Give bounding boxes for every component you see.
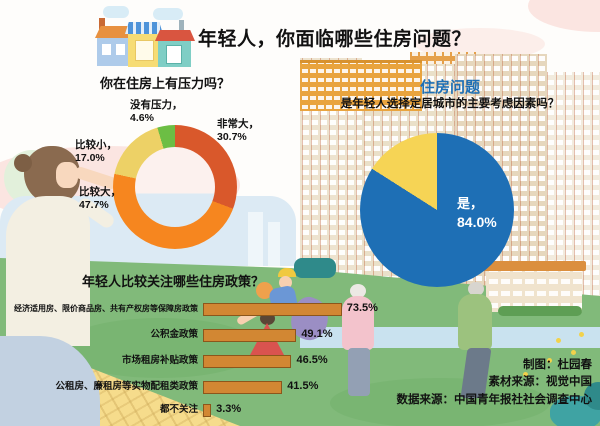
orange-building [300, 60, 422, 111]
policy-chart-title: 年轻人比较关注哪些住房政策？ [82, 274, 265, 289]
city-pie [360, 133, 514, 287]
bar-value-label: 73.5% [346, 302, 378, 314]
grass-patch [60, 318, 260, 378]
city-chart-title: 住房问题 [419, 79, 480, 96]
woman-illustration [0, 146, 119, 426]
credit-material-source: 素材来源：视觉中国 [488, 376, 593, 389]
bar-value-label: 46.5% [296, 354, 328, 366]
skyline-building [268, 222, 280, 266]
bar [203, 404, 212, 417]
bar [203, 329, 297, 342]
hedge [498, 306, 582, 316]
elder-green-illustration [452, 282, 506, 400]
houses-icon [95, 6, 197, 68]
flower [579, 332, 584, 337]
bar [203, 381, 283, 394]
bar [203, 355, 292, 368]
credits: 制图：杜园春 素材来源：视觉中国 数据来源：中国青年报社社会调查中心 [397, 357, 593, 409]
flower [571, 350, 576, 355]
bar-label: 公积金政策 [150, 329, 198, 340]
pond-stripe [300, 327, 600, 348]
bar-value-label: 41.5% [287, 380, 319, 392]
bar-value-label: 49.1% [301, 328, 333, 340]
elder-pink-illustration [338, 284, 380, 402]
donut-label-large: 比较大， 47.7% [79, 186, 121, 212]
low-building-roof [482, 261, 586, 271]
donut-label-nopressure: 没有压力， 4.6% [130, 99, 183, 125]
pressure-chart-title: 你在住房上有压力吗？ [100, 76, 231, 91]
bar [203, 303, 342, 316]
bar-label: 公租房、廉租房等实物配租类政策 [55, 381, 198, 392]
page-title: 年轻人，你面临哪些住房问题？ [198, 29, 472, 50]
flower [547, 358, 552, 363]
pie-label-yes: 是， 84.0% [457, 196, 497, 230]
pink-cloud-shape [528, 0, 600, 32]
bar-label: 市场租房补贴政策 [121, 355, 198, 366]
bush [294, 258, 336, 278]
donut-label-small: 比较小， 17.0% [75, 139, 117, 165]
credit-data-source: 数据来源：中国青年报社社会调查中心 [396, 393, 593, 406]
flower [523, 372, 528, 377]
credit-author: 制图：杜园春 [523, 359, 592, 371]
city-chart-subtitle: 是年轻人选择定居城市的主要考虑因素吗？ [340, 98, 560, 110]
bar-label: 经济适用房、限价商品房、共有产权房等保障房政策 [14, 304, 198, 313]
bar-label: 都不关注 [159, 404, 198, 415]
pressure-donut-hole [135, 147, 215, 227]
low-building [486, 268, 582, 312]
bar-value-label: 3.3% [216, 403, 242, 415]
donut-label-verylarge: 非常大， 30.7% [217, 118, 259, 144]
skyline-building [248, 212, 263, 266]
bush [584, 382, 600, 410]
boy-with-ball-illustration [256, 268, 308, 318]
flower [556, 338, 561, 343]
